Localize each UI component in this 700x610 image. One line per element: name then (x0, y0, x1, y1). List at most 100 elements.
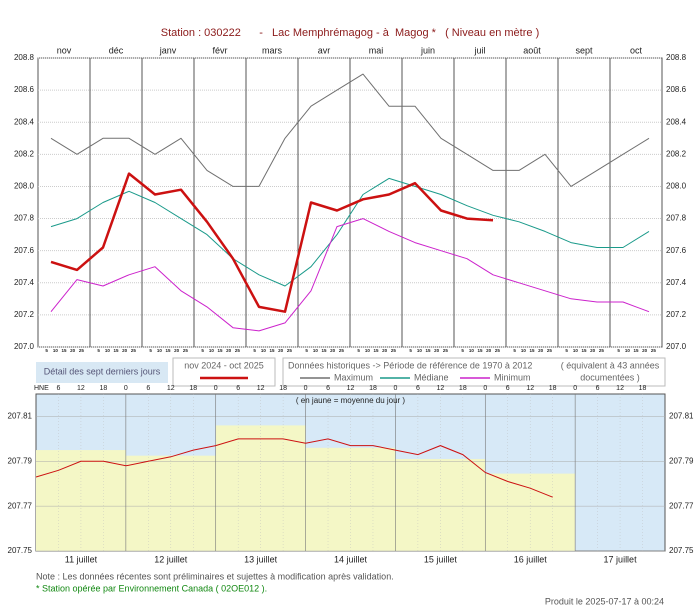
day-tick-label: 20 (174, 348, 180, 353)
day-tick-label: 5 (97, 348, 100, 353)
y-tick-label: 207.0 (666, 342, 687, 351)
month-label: sept (575, 45, 593, 55)
note: * Station opérée par Environnement Canad… (36, 583, 267, 593)
day-label: 17 juillet (604, 554, 638, 564)
hour-label: 18 (99, 385, 107, 392)
day-tick-label: 20 (486, 348, 492, 353)
hour-label: 0 (393, 385, 397, 392)
day-tick-label: 5 (305, 348, 308, 353)
series-line (35, 438, 553, 498)
day-label: 14 juillet (334, 554, 368, 564)
day-tick-label: 10 (417, 348, 423, 353)
month-label: nov (57, 45, 72, 55)
hour-label: 6 (506, 385, 510, 392)
day-tick-label: 25 (183, 348, 189, 353)
note: Note : Les données récentes sont prélimi… (36, 571, 394, 581)
day-tick-label: 10 (521, 348, 527, 353)
y-tick-label: 207.77 (8, 501, 33, 510)
day-tick-label: 25 (599, 348, 605, 353)
y-tick-label: 207.6 (666, 246, 687, 255)
hour-label: 18 (459, 385, 467, 392)
hour-label: 12 (77, 385, 85, 392)
series-line (50, 218, 650, 332)
hour-unit: HNE (34, 385, 49, 392)
day-tick-label: 10 (209, 348, 215, 353)
day-tick-label: 25 (79, 348, 85, 353)
daily-mean (215, 425, 306, 551)
history-label: Données historiques -> Période de référe… (288, 360, 532, 370)
hour-label: 0 (304, 385, 308, 392)
produced: Produit le 2025-07-17 à 00:24 (545, 596, 664, 606)
day-tick-label: 20 (590, 348, 596, 353)
day-tick-label: 5 (149, 348, 152, 353)
month-label: févr (212, 45, 227, 55)
day-tick-label: 15 (477, 348, 483, 353)
y-tick-label: 207.0 (14, 342, 35, 351)
hour-label: 0 (483, 385, 487, 392)
hour-label: 6 (416, 385, 420, 392)
y-tick-label: 207.8 (666, 214, 687, 223)
y-tick-label: 207.2 (666, 310, 687, 319)
day-tick-label: 20 (122, 348, 128, 353)
day-tick-label: 25 (391, 348, 397, 353)
day-tick-label: 20 (330, 348, 336, 353)
day-label: 11 juillet (65, 554, 98, 564)
y-tick-label: 208.4 (14, 117, 35, 126)
legend-label: nov 2024 - oct 2025 (184, 360, 264, 370)
day-tick-label: 15 (113, 348, 119, 353)
day-tick-label: 5 (409, 348, 412, 353)
history-note: documentées ) (580, 372, 640, 382)
hour-label: 6 (596, 385, 600, 392)
y-tick-label: 207.79 (8, 456, 33, 465)
annotation: ( en jaune = moyenne du jour ) (296, 396, 406, 405)
hour-label: 12 (347, 385, 355, 392)
hour-label: 6 (57, 385, 61, 392)
day-tick-label: 25 (339, 348, 345, 353)
hour-label: 18 (189, 385, 197, 392)
hour-label: 12 (167, 385, 175, 392)
day-tick-label: 25 (287, 348, 293, 353)
day-tick-label: 15 (217, 348, 223, 353)
series-line (50, 177, 650, 287)
month-label: oct (630, 45, 643, 55)
day-label: 13 juillet (244, 554, 278, 564)
day-tick-label: 20 (434, 348, 440, 353)
y-tick-label: 207.75 (8, 546, 33, 555)
day-tick-label: 15 (61, 348, 67, 353)
day-tick-label: 25 (131, 348, 137, 353)
day-tick-label: 5 (461, 348, 464, 353)
day-tick-label: 5 (513, 348, 516, 353)
y-tick-label: 207.79 (669, 456, 694, 465)
day-tick-label: 15 (633, 348, 639, 353)
y-tick-label: 207.4 (666, 278, 687, 287)
day-tick-label: 10 (625, 348, 631, 353)
y-tick-label: 207.4 (14, 278, 35, 287)
month-label: mars (262, 45, 282, 55)
day-tick-label: 5 (45, 348, 48, 353)
hour-label: 18 (549, 385, 557, 392)
hour-label: 12 (436, 385, 444, 392)
hour-label: 6 (146, 385, 150, 392)
month-label: déc (109, 45, 124, 55)
y-tick-label: 207.2 (14, 310, 35, 319)
y-tick-label: 207.81 (8, 412, 33, 421)
day-tick-label: 10 (469, 348, 475, 353)
day-tick-label: 20 (642, 348, 648, 353)
y-tick-label: 207.6 (14, 246, 35, 255)
day-tick-label: 5 (201, 348, 204, 353)
y-tick-label: 207.81 (669, 412, 694, 421)
legend-label: Médiane (414, 372, 449, 382)
day-tick-label: 10 (313, 348, 319, 353)
day-tick-label: 5 (357, 348, 360, 353)
y-tick-label: 208.6 (14, 85, 35, 94)
hour-label: 18 (639, 385, 647, 392)
day-tick-label: 5 (565, 348, 568, 353)
history-box (282, 357, 666, 387)
hour-label: 18 (369, 385, 377, 392)
month-label: août (523, 45, 541, 55)
legend-label: Minimum (494, 372, 531, 382)
day-label: 15 juillet (424, 554, 458, 564)
series-line (50, 172, 494, 313)
day-tick-label: 15 (165, 348, 171, 353)
y-tick-label: 208.8 (14, 53, 35, 62)
